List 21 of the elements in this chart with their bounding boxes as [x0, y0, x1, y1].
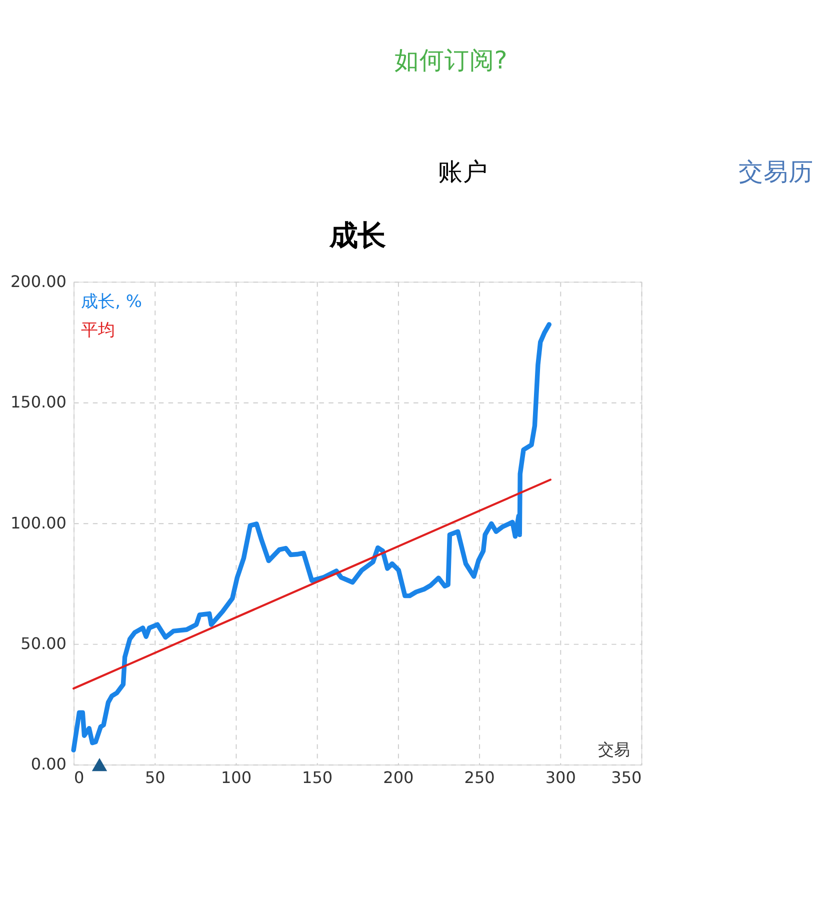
y-tick-label: 200.00 — [10, 272, 66, 291]
x-tick-label: 50 — [144, 768, 166, 787]
x-tick-label: 250 — [464, 768, 495, 787]
x-tick-label: 300 — [545, 768, 576, 787]
x-axis-title: 交易 — [598, 740, 630, 760]
x-tick-label: 150 — [302, 768, 333, 787]
y-tick-label: 100.00 — [10, 513, 66, 532]
text: 成长, % — [81, 292, 142, 312]
text: 账户 — [438, 156, 488, 186]
text: 如何订阅? — [394, 46, 508, 75]
text: 交易历 — [738, 156, 814, 186]
text: 平均 — [81, 320, 116, 340]
y-tick-label: 0.00 — [30, 754, 66, 774]
y-tick-label: 150.00 — [10, 392, 66, 412]
y-tick-label: 50.00 — [20, 634, 66, 654]
x-tick-label: 100 — [220, 768, 252, 787]
chart-title: 成长 — [328, 218, 386, 252]
x-tick-label: 200 — [383, 768, 414, 787]
x-tick-label: 0 — [74, 768, 84, 787]
x-tick-label: 350 — [611, 768, 642, 787]
line-series — [71, 322, 552, 752]
